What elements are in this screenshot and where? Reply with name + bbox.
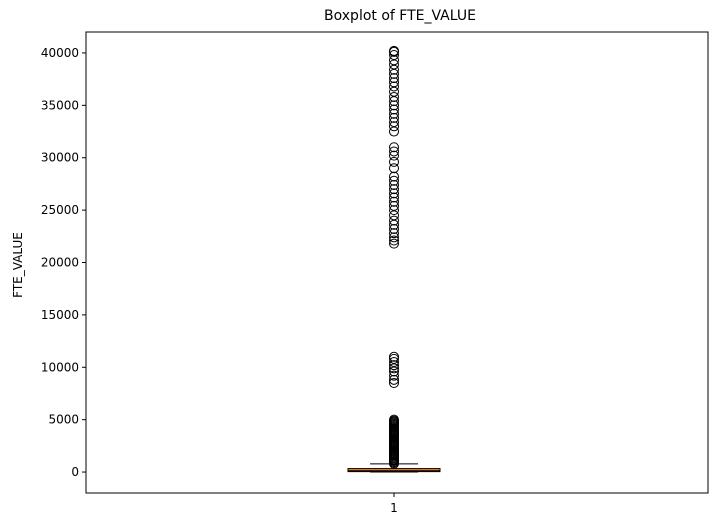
outlier-point bbox=[389, 179, 399, 190]
outlier-point bbox=[389, 374, 399, 385]
outlier-point bbox=[389, 156, 399, 167]
outlier-point bbox=[389, 228, 399, 239]
outlier-point bbox=[389, 196, 399, 207]
y-tick-label: 20000 bbox=[41, 256, 79, 270]
outlier-point bbox=[389, 112, 399, 123]
outlier-point bbox=[389, 91, 399, 102]
outlier-point bbox=[389, 45, 399, 56]
outlier-point bbox=[389, 121, 399, 132]
outlier-point bbox=[389, 163, 399, 174]
outlier-point bbox=[389, 100, 399, 111]
outlier-point bbox=[389, 215, 399, 226]
outlier-point bbox=[389, 370, 399, 381]
y-tick-label: 0 bbox=[71, 465, 79, 479]
outlier-point bbox=[389, 184, 399, 195]
y-tick-label: 25000 bbox=[41, 203, 79, 217]
y-axis-label: FTE_VALUE bbox=[11, 232, 25, 298]
outlier-point bbox=[389, 108, 399, 119]
chart-title: Boxplot of FTE_VALUE bbox=[324, 8, 476, 24]
outlier-point bbox=[389, 171, 399, 182]
outlier-point bbox=[389, 351, 399, 362]
outlier-point bbox=[389, 81, 399, 92]
outlier-point bbox=[389, 205, 399, 216]
y-tick-label: 30000 bbox=[41, 151, 79, 165]
x-tick-label: 1 bbox=[390, 501, 398, 515]
outlier-point bbox=[389, 175, 399, 186]
outlier-point bbox=[389, 126, 399, 137]
outlier-point bbox=[389, 238, 399, 249]
outlier-point bbox=[389, 104, 399, 115]
outlier-point bbox=[389, 117, 399, 128]
plot-area: 0 5000 10000 15000 20000 25000 30000 35000 40000… bbox=[41, 31, 709, 515]
y-tick-label: 15000 bbox=[41, 308, 79, 322]
outlier-point bbox=[389, 232, 399, 243]
y-tick-label: 10000 bbox=[41, 360, 79, 374]
outlier-point bbox=[389, 50, 399, 61]
outlier-point bbox=[389, 146, 399, 157]
outlier-point bbox=[389, 360, 399, 371]
outlier-point bbox=[389, 377, 399, 388]
outlier-point bbox=[389, 77, 399, 88]
y-tick-label: 35000 bbox=[41, 98, 79, 112]
outlier-point bbox=[389, 223, 399, 234]
y-tick-label: 5000 bbox=[48, 413, 79, 427]
outlier-point bbox=[389, 188, 399, 199]
outlier-point bbox=[389, 200, 399, 211]
outlier-point bbox=[389, 414, 399, 425]
outlier-point bbox=[389, 86, 399, 97]
outlier-point bbox=[389, 210, 399, 221]
outlier-point bbox=[389, 150, 399, 161]
outlier-point bbox=[389, 192, 399, 203]
outlier-point bbox=[389, 235, 399, 246]
y-tick-label: 40000 bbox=[41, 46, 79, 60]
outlier-point bbox=[389, 73, 399, 84]
outlier-point bbox=[389, 142, 399, 153]
outlier-point bbox=[389, 357, 399, 368]
